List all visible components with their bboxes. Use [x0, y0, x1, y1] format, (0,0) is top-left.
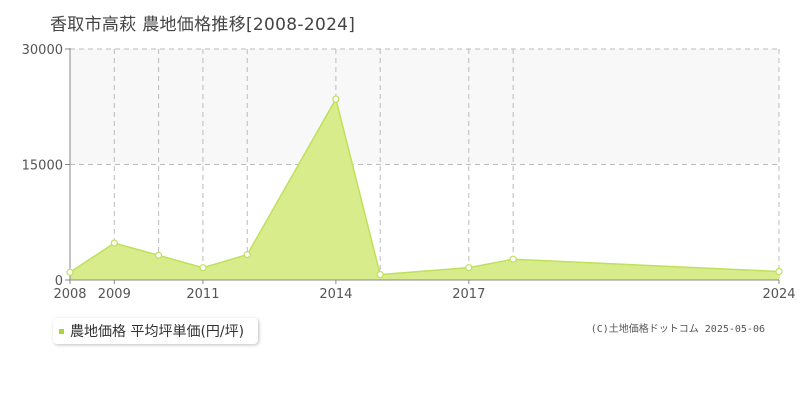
- x-tick-label: 2024: [762, 287, 795, 302]
- data-point: [376, 271, 384, 279]
- chart-title: 香取市高萩 農地価格推移[2008-2024]: [50, 15, 356, 35]
- data-point: [775, 267, 783, 276]
- x-tick-label: 2008: [53, 287, 86, 302]
- data-point: [155, 251, 163, 259]
- legend-label: 農地価格 平均坪単価(円/坪): [70, 324, 245, 340]
- data-point: [110, 239, 118, 247]
- credit-text: (C)土地価格ドットコム 2025-05-06: [590, 324, 765, 335]
- series-line: [69, 97, 780, 276]
- x-tick-label: 2017: [452, 287, 485, 302]
- x-tick-label: 2009: [98, 287, 131, 302]
- data-point: [66, 268, 74, 276]
- series-area: [70, 99, 779, 280]
- data-point: [199, 264, 207, 272]
- x-tick-label: 2011: [186, 287, 219, 302]
- chart-legend: 農地価格 平均坪単価(円/坪): [53, 318, 259, 344]
- data-point: [465, 264, 473, 272]
- legend-swatch: [59, 328, 64, 334]
- data-point: [243, 250, 251, 259]
- plot-band: [70, 49, 779, 165]
- y-tick-label: 15000: [22, 159, 63, 174]
- y-tick-label: 30000: [22, 43, 63, 58]
- data-point: [332, 95, 340, 103]
- data-point: [509, 255, 517, 263]
- x-tick-label: 2014: [319, 287, 352, 302]
- y-tick-label: 0: [55, 274, 63, 289]
